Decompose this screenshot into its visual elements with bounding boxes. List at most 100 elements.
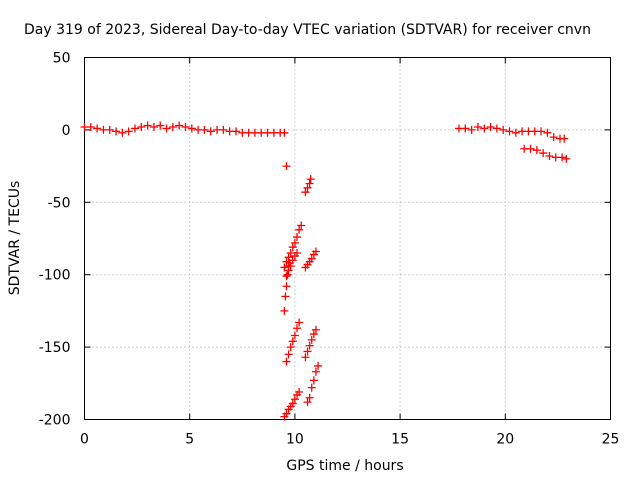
data-point <box>282 272 291 281</box>
data-point <box>461 124 470 133</box>
x-tick-label: 5 <box>185 432 194 448</box>
data-point <box>286 343 295 352</box>
data-point <box>149 123 158 132</box>
data-point <box>539 149 548 158</box>
data-point <box>305 179 314 188</box>
data-point <box>284 266 293 275</box>
data-point <box>480 124 489 133</box>
data-point <box>307 335 316 344</box>
data-points <box>80 121 571 421</box>
data-point <box>282 357 291 366</box>
data-point <box>283 270 292 279</box>
data-point <box>290 395 299 404</box>
data-point <box>187 124 196 133</box>
data-point <box>311 325 320 334</box>
data-point <box>297 221 306 230</box>
data-point <box>306 175 315 184</box>
data-point <box>492 124 501 133</box>
data-point <box>295 318 304 327</box>
data-point <box>511 128 520 137</box>
x-tick-label: 25 <box>602 432 620 448</box>
series-late-day-near-zero <box>455 123 569 143</box>
data-point <box>124 127 133 136</box>
data-point <box>303 183 312 192</box>
y-tick-label: -50 <box>48 195 71 211</box>
y-tick-label: 50 <box>53 51 71 67</box>
data-point <box>293 233 302 242</box>
series-late-day-descending <box>520 144 571 163</box>
data-point <box>537 127 546 136</box>
x-tick-label: 0 <box>80 432 89 448</box>
data-point <box>307 254 316 263</box>
series-isolated-point <box>282 162 291 171</box>
data-point <box>288 243 297 252</box>
series-track-i <box>303 361 323 407</box>
data-point <box>301 188 310 197</box>
axis-ticks: 0 5 10 15 20 25 -200 -150 -100 -50 0 50 <box>39 51 620 448</box>
series-track-g <box>301 247 320 272</box>
data-point <box>282 257 291 266</box>
data-point <box>526 144 535 153</box>
data-point <box>282 162 291 171</box>
data-point <box>175 121 184 130</box>
data-point <box>112 127 121 136</box>
y-tick-label: -200 <box>39 413 71 429</box>
data-point <box>473 123 482 132</box>
data-point <box>295 387 304 396</box>
plot-frame <box>84 57 611 420</box>
data-point <box>545 151 554 160</box>
data-point <box>168 123 177 132</box>
data-point <box>486 123 495 132</box>
data-point <box>505 127 514 136</box>
data-point <box>558 153 567 162</box>
grid-lines <box>84 57 611 420</box>
chart-title: Day 319 of 2023, Sidereal Day-to-day VTE… <box>24 22 591 38</box>
data-point <box>206 127 215 136</box>
y-axis-label: SDTVAR / TECUs <box>7 181 23 296</box>
series-track-h <box>301 325 320 362</box>
data-point <box>137 123 146 132</box>
data-point <box>105 125 114 134</box>
data-point <box>295 225 304 234</box>
data-point <box>130 124 139 133</box>
data-point <box>499 125 508 134</box>
series-track-c <box>282 248 302 281</box>
data-point <box>181 123 190 132</box>
data-point <box>290 331 299 340</box>
data-point <box>311 367 320 376</box>
data-point <box>288 399 297 408</box>
data-point <box>280 306 289 315</box>
data-point <box>301 353 310 362</box>
data-point <box>305 341 314 350</box>
x-tick-label: 15 <box>391 432 409 448</box>
data-point <box>562 154 571 163</box>
data-point <box>543 128 552 137</box>
data-point <box>314 361 323 370</box>
x-tick-label: 10 <box>286 432 304 448</box>
data-point <box>303 347 312 356</box>
data-point <box>280 263 289 272</box>
data-point <box>231 127 240 136</box>
series-track-f <box>301 175 315 197</box>
data-point <box>143 121 152 130</box>
series-track-d <box>282 318 304 366</box>
y-tick-label: 0 <box>62 123 71 139</box>
data-point <box>200 125 209 134</box>
data-point <box>288 337 297 346</box>
data-point <box>293 248 302 257</box>
data-point <box>305 393 314 402</box>
data-point <box>162 124 171 133</box>
y-tick-label: -150 <box>39 340 71 356</box>
data-point <box>280 128 289 137</box>
data-point <box>307 383 316 392</box>
data-point <box>86 123 95 132</box>
data-point <box>219 125 228 134</box>
data-point <box>303 398 312 407</box>
data-point <box>281 292 290 301</box>
data-point <box>309 330 318 339</box>
data-point <box>118 128 127 137</box>
series-track-e <box>280 387 304 421</box>
y-tick-label: -100 <box>39 268 71 284</box>
data-point <box>549 133 558 142</box>
